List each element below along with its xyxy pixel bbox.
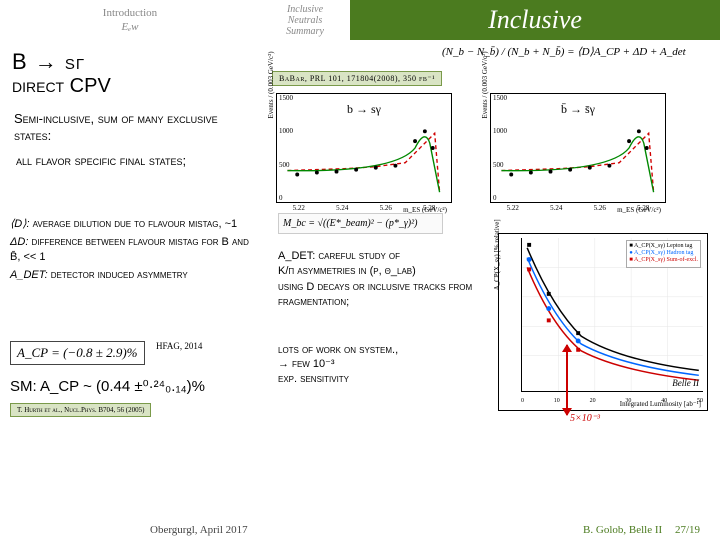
arrow-label: 5×10⁻³: [570, 413, 600, 424]
work-l1: lots of work on system.,: [278, 343, 478, 357]
plot-right-curve: [491, 94, 665, 202]
footer-page: 27/19: [675, 524, 700, 536]
title-bsg: B → sγ: [12, 49, 85, 75]
plot-b-sg: Events / (0.003 GeV/c²) b → sγ 050010001…: [276, 93, 452, 203]
work-l3: exp. sensitivity: [278, 372, 478, 386]
sm-reference: T. Hurth et al., Nucl.Phys. B704, 56 (20…: [10, 403, 151, 417]
plot-left-ylabel: Events / (0.003 GeV/c²): [267, 51, 275, 118]
mid3: Summary: [286, 26, 324, 37]
topbar-mid: Inclusive Neutrals Summary: [260, 0, 350, 40]
sens-ylabel: A_CP(X_sγ) [% relative]: [493, 219, 501, 290]
sens-xticks: 01020304050: [521, 398, 703, 404]
adet-l2: K/π asymmetries in (p, θ_lab): [278, 264, 498, 279]
plot-left-curve: [277, 94, 451, 202]
mid2: Neutrals: [288, 15, 322, 26]
work-block: lots of work on system., → few 10⁻³ exp.…: [278, 343, 478, 386]
definitions: ⟨D⟩: average dilution due to flavour mis…: [10, 217, 260, 286]
mbc-formula: M_bc = √((E*_beam)² − (p*_γ)²): [278, 213, 443, 234]
semi-text-1: Semi-inclusive, sum of many exclusive st…: [14, 111, 254, 145]
sm-prediction: SM: A_CP ~ (0.44 ±⁰·²⁴₀.₁₄)%: [10, 377, 205, 395]
adet-block: A_DET: careful study of K/π asymmetries …: [278, 249, 498, 311]
belle2-label: Belle II: [672, 378, 699, 388]
plot-right-ylabel: Events / (0.003 GeV/c²): [481, 51, 489, 118]
adet-l1: A_DET: careful study of: [278, 249, 498, 264]
adet-label: A_DET:: [10, 269, 48, 281]
dd-label: ΔD:: [10, 236, 28, 248]
footer-author: B. Golob, Belle II: [583, 524, 662, 536]
semi-text-2: all flavor specific final states;: [16, 153, 256, 170]
title-cpv: direct CPV: [12, 75, 111, 98]
ew-label: Eₑw: [122, 21, 139, 33]
work-l2: → few 10⁻³: [278, 357, 478, 371]
reference-box: BaBar, PRL 101, 171804(2008), 350 fb⁻¹: [272, 71, 442, 86]
topbar-right: Inclusive: [350, 0, 720, 40]
hfag-label: HFAG, 2014: [156, 341, 202, 351]
footer-right: B. Golob, Belle II 27/19: [583, 524, 700, 536]
dd-text: difference between flavour mistag for B …: [10, 236, 249, 262]
adet-l3: using D decays or inclusive tracks from …: [278, 280, 498, 311]
d-text: average dilution due to flavour mistag, …: [33, 218, 237, 230]
mid1: Inclusive: [287, 4, 323, 15]
plot-bbar-sg: Events / (0.003 GeV/c²) b̄ → s̄γ 0500100…: [490, 93, 666, 203]
acp-result: A_CP = (−0.8 ± 2.9)%: [10, 341, 145, 365]
footer-venue: Obergurgl, April 2017: [150, 524, 248, 536]
plot-right-xlabel: m_ES (GeV/c²): [617, 206, 661, 214]
adet-text: detector induced asymmetry: [51, 269, 188, 281]
topbar-left: Introduction Eₑw: [0, 0, 260, 40]
sensitivity-arrow: [566, 345, 568, 415]
intro-label: Introduction: [103, 7, 157, 19]
sensitivity-plot: A_CP(X_sγ) [% relative] Integrated Lumin…: [498, 233, 708, 411]
topbar-title: Inclusive: [488, 5, 582, 35]
sens-legend: ■ A_CP(X_sγ) Lepton tag ● A_CP(X_sγ) Had…: [626, 240, 701, 268]
d-label: ⟨D⟩:: [10, 218, 30, 230]
